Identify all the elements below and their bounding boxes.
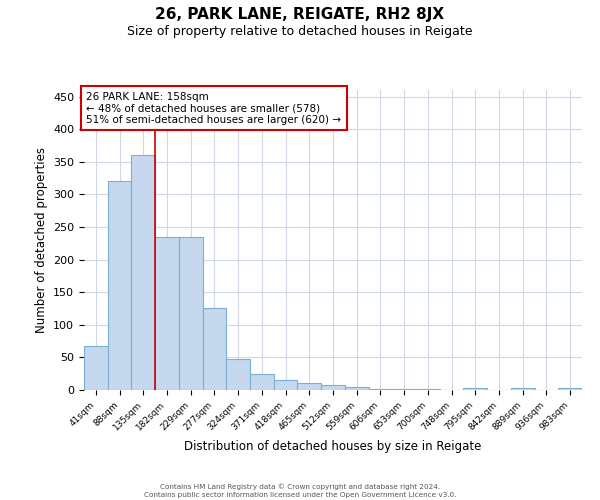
Bar bbox=[558, 388, 582, 390]
Bar bbox=[345, 386, 368, 390]
Bar bbox=[250, 374, 274, 390]
Bar bbox=[416, 388, 440, 390]
X-axis label: Distribution of detached houses by size in Reigate: Distribution of detached houses by size … bbox=[184, 440, 482, 453]
Bar bbox=[321, 386, 345, 390]
Bar bbox=[203, 308, 226, 390]
Bar bbox=[368, 388, 392, 390]
Bar bbox=[298, 384, 321, 390]
Text: 26, PARK LANE, REIGATE, RH2 8JX: 26, PARK LANE, REIGATE, RH2 8JX bbox=[155, 8, 445, 22]
Y-axis label: Number of detached properties: Number of detached properties bbox=[35, 147, 47, 333]
Text: 26 PARK LANE: 158sqm
← 48% of detached houses are smaller (578)
51% of semi-deta: 26 PARK LANE: 158sqm ← 48% of detached h… bbox=[86, 92, 341, 124]
Bar bbox=[226, 358, 250, 390]
Bar bbox=[131, 155, 155, 390]
Bar bbox=[155, 236, 179, 390]
Bar bbox=[84, 346, 108, 390]
Bar bbox=[108, 182, 131, 390]
Text: Contains HM Land Registry data © Crown copyright and database right 2024.
Contai: Contains HM Land Registry data © Crown c… bbox=[144, 484, 456, 498]
Bar bbox=[392, 388, 416, 390]
Bar bbox=[463, 388, 487, 390]
Bar bbox=[511, 388, 535, 390]
Text: Size of property relative to detached houses in Reigate: Size of property relative to detached ho… bbox=[127, 25, 473, 38]
Bar bbox=[179, 236, 203, 390]
Bar bbox=[274, 380, 298, 390]
